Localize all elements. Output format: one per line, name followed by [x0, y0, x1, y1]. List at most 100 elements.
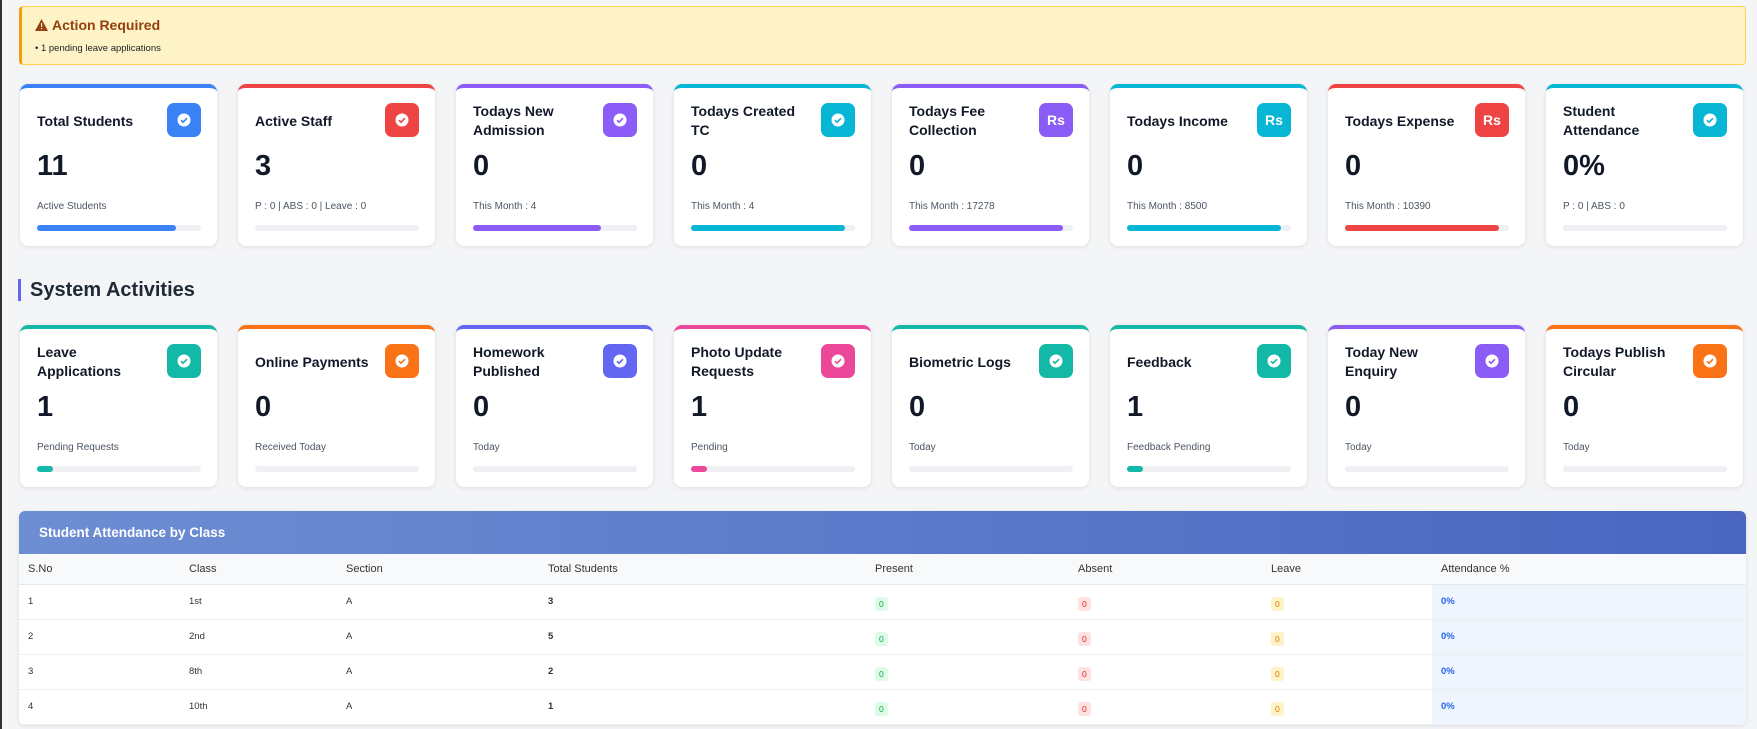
icon-glyph — [1703, 113, 1717, 127]
table-cell: 1st — [180, 584, 337, 620]
card-icon — [385, 103, 419, 137]
table-cell: 0 — [866, 654, 1069, 690]
card-icon — [821, 103, 855, 137]
card-icon — [821, 344, 855, 378]
card-subtext: P : 0 | ABS : 0 — [1563, 201, 1625, 212]
progress-track — [691, 466, 855, 472]
table-cell: 2 — [539, 654, 866, 690]
progress-track — [473, 466, 637, 472]
table-row: 2 2nd A 5 0 0 0 0% — [19, 619, 1746, 655]
progress-track — [1345, 225, 1509, 231]
table-cell: 0 — [1262, 619, 1432, 655]
table-cell: 0 — [1262, 654, 1432, 690]
table-cell: 3 — [539, 584, 866, 620]
progress-fill — [1127, 466, 1144, 472]
card-subtext: Pending Requests — [37, 442, 119, 453]
card-value: 0 — [473, 391, 490, 423]
table-cell: 0% — [1432, 654, 1746, 690]
stat-card: Todays Created TC 0 This Month : 4 — [674, 84, 871, 246]
card-subtext: Today — [473, 442, 500, 453]
count-badge: 0 — [1078, 596, 1091, 611]
card-label: Todays Publish Circular — [1563, 344, 1666, 379]
card-value: 1 — [1127, 391, 1144, 423]
card-label: Biometric Logs — [909, 353, 1011, 370]
column-header: Leave — [1262, 554, 1432, 585]
stat-card: Active Staff 3 P : 0 | ABS : 0 | Leave : 0 — [238, 84, 435, 246]
progress-track — [1563, 225, 1727, 231]
card-icon — [1257, 344, 1291, 378]
card-value: 0% — [1563, 150, 1605, 182]
card-label: Leave Applications — [37, 344, 122, 379]
count-badge: 0 — [1078, 631, 1091, 646]
table-cell: A — [337, 654, 539, 690]
card-icon — [1693, 103, 1727, 137]
icon-glyph — [613, 354, 627, 368]
table-cell: 3 — [19, 654, 180, 690]
table-cell: 0 — [1069, 619, 1262, 655]
alert: Action Required • 1 pending leave applic… — [19, 6, 1746, 65]
table-cell: 1 — [539, 689, 866, 725]
card-icon — [1693, 344, 1727, 378]
table-cell: 0 — [1069, 654, 1262, 690]
card-label: Todays Expense — [1345, 112, 1455, 129]
card-value: 0 — [691, 150, 708, 182]
icon-glyph — [395, 354, 409, 368]
progress-fill — [473, 225, 601, 231]
progress-track — [255, 466, 419, 472]
progress-fill — [1127, 225, 1282, 231]
table-cell: A — [337, 619, 539, 655]
icon-glyph — [1049, 354, 1063, 368]
card-label: Todays Income — [1127, 112, 1228, 129]
card-value: 0 — [1345, 391, 1362, 423]
card-label: Todays Created TC — [691, 103, 795, 138]
card-subtext: This Month : 4 — [691, 201, 755, 212]
stats-row: Total Students 11 Active Students Active St… — [20, 84, 1743, 246]
icon-glyph — [831, 354, 845, 368]
icon-glyph — [177, 354, 191, 368]
progress-fill — [691, 225, 846, 231]
stat-card: Feedback 1 Feedback Pending — [1110, 325, 1307, 487]
card-value: 0 — [1127, 150, 1144, 182]
card-label: Total Students — [37, 112, 134, 129]
column-header: S.No — [19, 554, 180, 585]
card-subtext: Pending — [691, 442, 728, 453]
progress-fill — [909, 225, 1064, 231]
card-subtext: This Month : 4 — [473, 201, 537, 212]
table: S.No Class Section Total Students Present Abs… — [19, 554, 1746, 725]
table-cell: A — [337, 689, 539, 725]
card-icon — [167, 344, 201, 378]
table-cell: 0% — [1432, 689, 1746, 725]
alert-heading: Action Required — [35, 17, 1732, 33]
icon-glyph — [1485, 354, 1499, 368]
activities-row: Leave Applications 1 Pending Requests Onlin… — [20, 325, 1743, 487]
card-value: 0 — [255, 391, 272, 423]
table-cell: 0% — [1432, 584, 1746, 620]
card-label: Today New Enquiry — [1345, 344, 1418, 379]
card-label: Online Payments — [255, 353, 369, 370]
column-header: Absent — [1069, 554, 1262, 585]
card-value: 3 — [255, 150, 272, 182]
count-badge: 0 — [1271, 666, 1284, 681]
icon-glyph — [177, 113, 191, 127]
card-icon — [1039, 344, 1073, 378]
table-cell: 0 — [866, 689, 1069, 725]
icon-glyph — [831, 113, 845, 127]
table-cell: A — [337, 584, 539, 620]
stat-card: Biometric Logs 0 Today — [892, 325, 1089, 487]
progress-fill — [691, 466, 708, 472]
stat-card: Student Attendance 0% P : 0 | ABS : 0 — [1546, 84, 1743, 246]
icon-glyph — [395, 113, 409, 127]
table-cell: 2 — [19, 619, 180, 655]
card-subtext: Today — [909, 442, 936, 453]
card-icon — [385, 344, 419, 378]
count-badge: 0 — [1271, 701, 1284, 716]
card-value: 0 — [1345, 150, 1362, 182]
progress-fill — [37, 466, 54, 472]
progress-track — [691, 225, 855, 231]
table-cell: 0 — [1069, 584, 1262, 620]
column-header: Present — [866, 554, 1069, 585]
table-cell: 4 — [19, 689, 180, 725]
progress-fill — [37, 225, 177, 231]
progress-track — [909, 466, 1073, 472]
progress-fill — [1345, 225, 1500, 231]
